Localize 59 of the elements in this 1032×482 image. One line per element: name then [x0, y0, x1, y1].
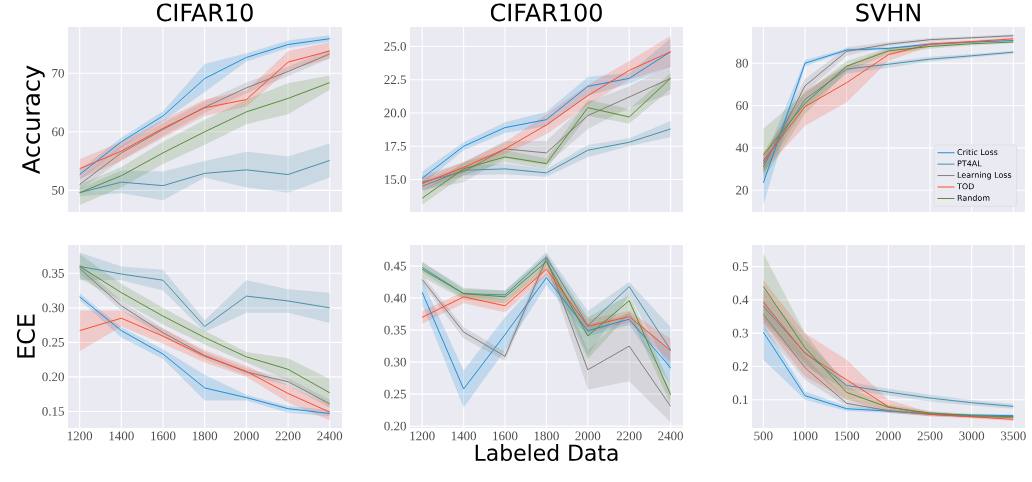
y-tick-label: 0.3 [732, 328, 748, 338]
y-tick-label: 50 [52, 185, 64, 195]
y-tick-label: 22.5 [384, 75, 406, 85]
line-series [421, 277, 672, 390]
y-tick-label: 40 [735, 143, 748, 153]
x-tick-label: 2200 [616, 431, 642, 441]
y-tick-label: 0.5 [732, 262, 748, 272]
x-tick-label: 2400 [317, 431, 343, 441]
x-tick-label: 1000 [793, 431, 818, 441]
x-tick-label: 1400 [451, 431, 477, 441]
x-tick-label: 1600 [493, 431, 518, 441]
line-series [421, 128, 672, 187]
y-tick-label: 0.20 [384, 421, 406, 431]
x-tick-label: 1800 [192, 431, 218, 441]
y-tick-label: 25.0 [384, 42, 406, 51]
line-series [79, 159, 331, 194]
chart-title: CIFAR10 [156, 3, 253, 22]
chart-title: CIFAR100 [490, 3, 602, 22]
y-tick-label: 20.0 [384, 108, 406, 118]
line-series [79, 265, 331, 327]
x-tick-label: 2500 [917, 431, 943, 441]
y-tick-label: 0.35 [42, 268, 64, 278]
y-axis-title: ECE [16, 314, 35, 358]
y-tick-label: 0.4 [732, 295, 749, 305]
x-tick-label: 1800 [534, 431, 559, 441]
x-tick-label: 1400 [109, 431, 134, 441]
y-tick-label: 0.1 [732, 395, 748, 405]
y-tick-label: 80 [736, 58, 748, 68]
y-tick-label: 0.40 [384, 293, 406, 303]
y-tick-label: 15.0 [384, 175, 406, 184]
x-tick-label: 2000 [575, 431, 601, 441]
y-tick-label: 60 [52, 127, 64, 137]
y-tick-label: 20 [736, 185, 748, 195]
y-tick-label: 17.5 [384, 141, 406, 151]
x-tick-label: 2200 [275, 431, 301, 441]
x-tick-label: 1600 [151, 431, 176, 441]
x-tick-label: 2000 [233, 431, 259, 441]
y-tick-label: 0.35 [384, 325, 406, 335]
x-tick-label: 3500 [1001, 431, 1026, 441]
x-axis-title: Labeled Data [475, 444, 618, 462]
y-tick-label: 60 [736, 101, 748, 110]
y-tick-label: 0.30 [42, 303, 64, 313]
y-axis-title: Accuracy [22, 65, 45, 174]
y-tick-label: 0.20 [42, 372, 64, 382]
y-tick-label: 0.25 [42, 337, 64, 347]
x-tick-label: 2000 [875, 431, 901, 441]
y-tick-label: 0.25 [384, 389, 406, 399]
x-tick-label: 1200 [67, 431, 93, 441]
x-tick-label: 500 [754, 431, 773, 441]
y-tick-label: 70 [52, 68, 64, 78]
y-tick-label: 0.15 [42, 407, 64, 416]
x-tick-label: 3000 [959, 431, 985, 441]
y-tick-label: 0.30 [384, 357, 406, 367]
x-tick-label: 1500 [834, 431, 860, 441]
x-tick-label: 1200 [410, 431, 435, 441]
x-tick-label: 2400 [658, 431, 684, 441]
y-tick-label: 0.45 [384, 261, 406, 271]
y-tick-label: 0.2 [732, 362, 748, 371]
chart-title: SVHN [856, 3, 920, 22]
